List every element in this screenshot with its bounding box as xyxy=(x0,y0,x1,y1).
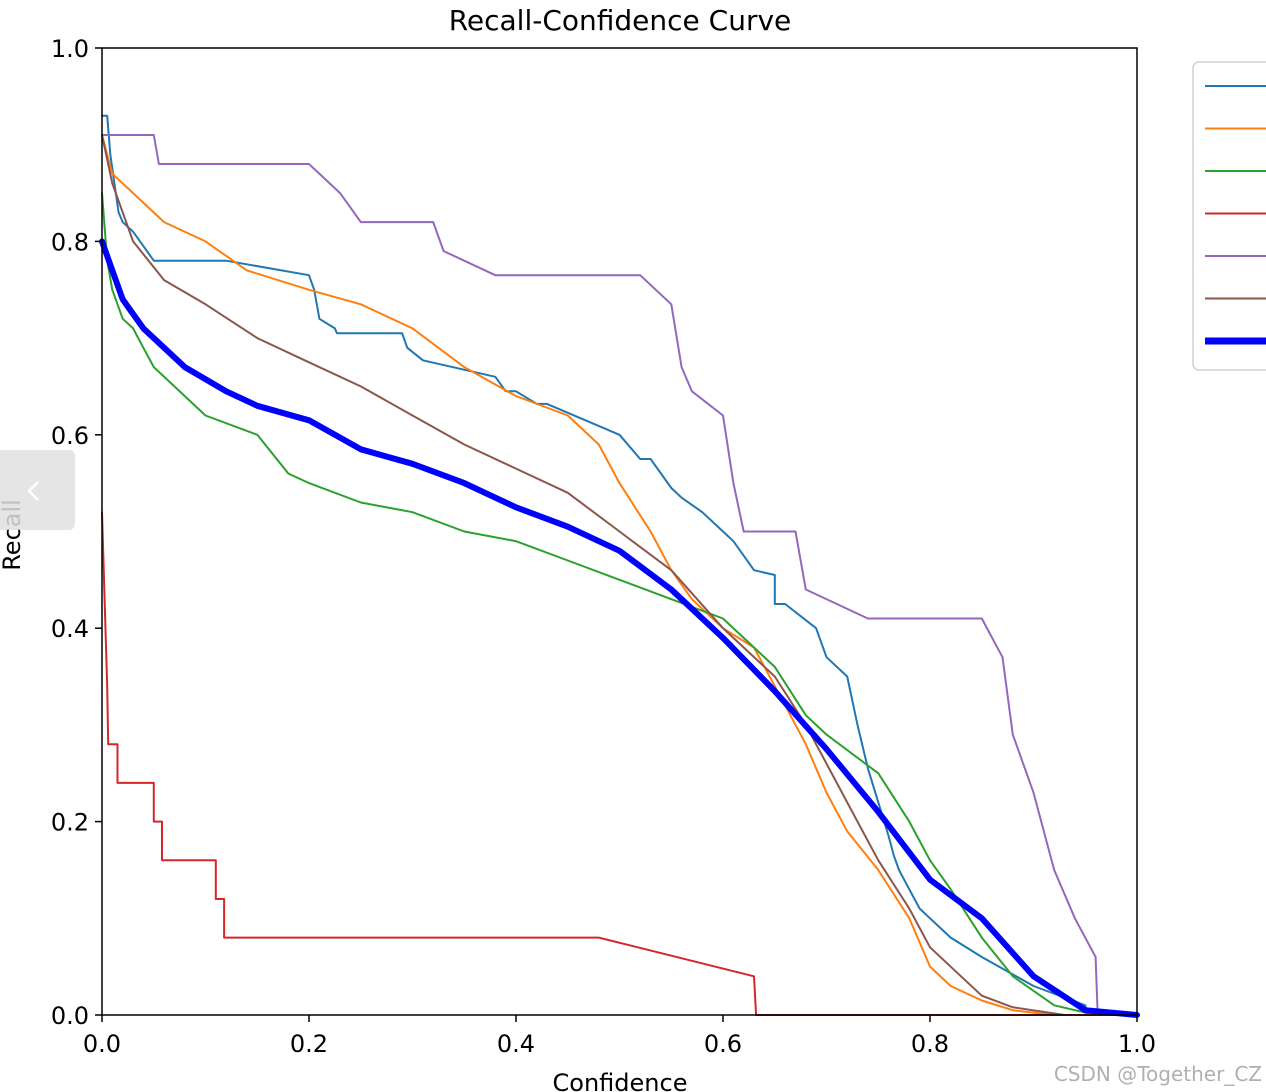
x-tick-label: 0.0 xyxy=(83,1030,121,1058)
series-line-class-2 xyxy=(101,192,1097,1016)
series-line-class-0 xyxy=(101,114,1089,1016)
series-line-class-1 xyxy=(101,134,1056,1016)
watermark: CSDN @Together_CZ xyxy=(1053,1062,1262,1086)
y-tick-label: 0.6 xyxy=(51,422,89,450)
series-line-class-5 xyxy=(101,134,1066,1016)
x-tick-label: 0.8 xyxy=(911,1030,949,1058)
chart-title: Recall-Confidence Curve xyxy=(449,4,792,37)
x-axis: 0.0 0.2 0.4 0.6 0.8 1.0 xyxy=(83,1015,1156,1058)
y-tick-label: 0.8 xyxy=(51,228,89,256)
x-tick-label: 0.6 xyxy=(704,1030,742,1058)
series-line-class-3 xyxy=(101,511,1138,1016)
plot-frame xyxy=(101,47,1138,1016)
series-line-class-4 xyxy=(101,134,1099,1016)
legend-box xyxy=(1192,61,1266,371)
x-tick-label: 1.0 xyxy=(1118,1030,1156,1058)
series-layer xyxy=(99,114,1140,1018)
y-tick-label: 1.0 xyxy=(51,35,89,63)
chevron-left-icon xyxy=(27,481,39,501)
x-tick-label: 0.2 xyxy=(290,1030,328,1058)
previous-image-button[interactable] xyxy=(0,450,75,530)
series-line-all-classes xyxy=(99,238,1140,1018)
legend xyxy=(1192,61,1266,371)
y-axis: 0.0 0.2 0.4 0.6 0.8 1.0 xyxy=(51,35,102,1030)
y-tick-label: 0.4 xyxy=(51,615,89,643)
x-tick-label: 0.4 xyxy=(497,1030,535,1058)
y-tick-label: 0.2 xyxy=(51,809,89,837)
x-axis-label: Confidence xyxy=(553,1069,688,1092)
y-tick-label: 0.0 xyxy=(51,1002,89,1030)
